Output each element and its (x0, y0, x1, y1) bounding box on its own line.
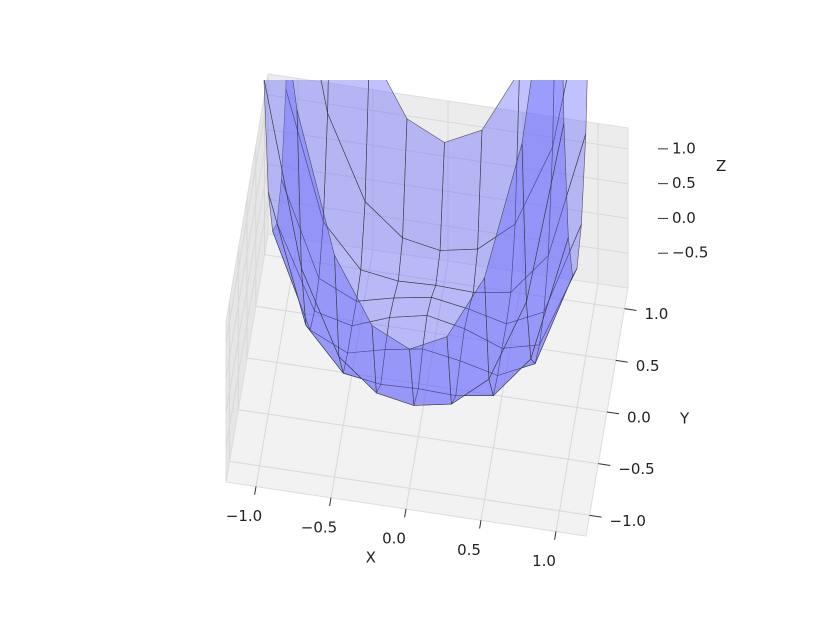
y-tick-label: 1.0 (645, 305, 669, 323)
surface (263, 80, 588, 406)
surface-patch (435, 248, 478, 293)
x-tick-label: 0.0 (382, 530, 406, 548)
y-tick (615, 359, 628, 363)
x-tick (329, 497, 332, 507)
y-axis-label: Y (679, 409, 690, 427)
surface-patch (409, 336, 452, 406)
x-tick (554, 531, 557, 540)
panes (225, 73, 629, 537)
y-tick-label: −1.0 (610, 512, 646, 530)
y-tick-label: 0.0 (627, 409, 651, 427)
z-tick-label: 1.0 (672, 139, 696, 157)
z-tick-label: 0.0 (672, 209, 696, 227)
x-tick (479, 520, 482, 529)
x-axis-label: X (366, 549, 376, 567)
grid-line (405, 101, 449, 510)
z-tick-label: −0.5 (672, 244, 708, 262)
surface-patch (439, 129, 483, 251)
x-tick-label: 1.0 (532, 552, 556, 570)
axes: −1.0 −0.5 0.0 0.5 1.0 −1.0 −0.5 0.0 0.5 1.0 −0.5 0.… (226, 139, 727, 570)
x-tick-label: −1.0 (226, 507, 262, 525)
grid-line (555, 123, 599, 532)
grid-line (225, 129, 629, 378)
surface-patch (389, 296, 432, 318)
grid-line (225, 163, 629, 413)
y-tick-label: 0.5 (636, 357, 660, 375)
grid-line (225, 94, 629, 343)
x-tick (404, 508, 407, 518)
x-tick-label: −0.5 (301, 518, 337, 536)
y-tick-label: −0.5 (618, 460, 654, 478)
grid-line (480, 112, 524, 521)
y-tick (589, 514, 602, 518)
grid-line (330, 89, 374, 498)
grid-line (225, 198, 629, 448)
surface-patch (521, 80, 565, 303)
z-tick-label: 0.5 (672, 174, 696, 192)
x-tick (254, 486, 257, 495)
y-tick (624, 308, 637, 311)
y-tick (606, 411, 620, 415)
y-tick (598, 463, 611, 466)
z-axis-label: Z (716, 157, 726, 175)
x-tick-label: 0.5 (457, 541, 481, 559)
surface-patch (402, 118, 445, 251)
